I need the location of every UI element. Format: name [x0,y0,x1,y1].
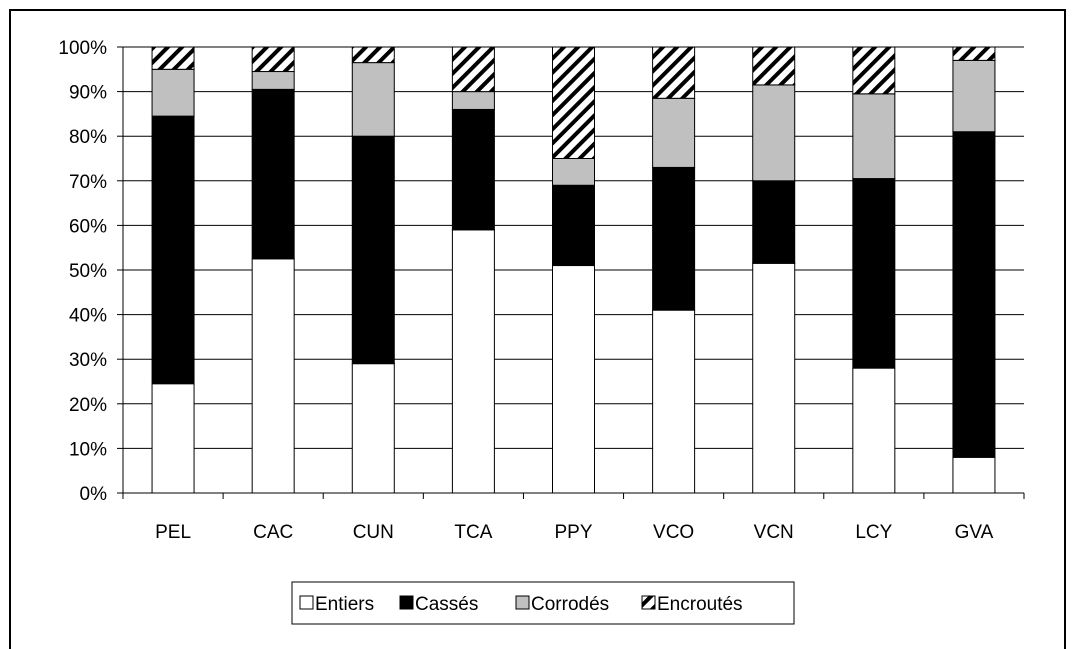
bar-lcy-entiers [852,367,896,494]
bar-pel-cassés [151,115,195,385]
bar-gva-encroutés [952,46,996,61]
legend-swatch-entiers [299,595,314,610]
bar-pel-corrodés [151,68,195,117]
y-tick-label: 40% [69,306,107,327]
y-tick-label: 90% [69,83,107,104]
bar-gva-corrodés [952,59,996,133]
legend-label: Cassés [415,594,478,615]
bar-vcn-entiers [752,262,796,494]
bar-vco-corrodés [652,97,696,168]
y-tick-label: 20% [69,395,107,416]
legend-label: Entiers [315,594,374,615]
y-tick-label: 10% [69,439,107,460]
x-tick-label: PEL [155,522,191,543]
y-tick-label: 80% [69,127,107,148]
bar-cac-encroutés [251,46,295,73]
bar-cun-encroutés [351,46,395,64]
bar-cun-corrodés [351,62,395,137]
y-tick-label: 0% [80,484,108,505]
bar-vcn-cassés [752,180,796,264]
axes: 0% 10% 20% 30% 40% 50% 60% 70% 80% 90% 100% PEL CAC C… [58,38,1025,543]
x-tick-label: VCN [754,522,794,543]
bar-pel-entiers [151,383,195,494]
bar-vco-entiers [652,309,696,494]
bar-ppy-entiers [552,265,595,494]
bar-gva-cassés [952,131,996,458]
bar-lcy-corrodés [852,93,896,180]
legend-label: Corrodés [531,594,609,615]
legend-label: Encroutés [657,594,743,615]
bar-vcn-encroutés [752,46,796,86]
chart-frame [9,9,1066,649]
bar-cac-entiers [251,258,295,494]
bar-gva-entiers [952,456,996,494]
bar-cac-cassés [251,88,295,260]
y-tick-label: 50% [69,261,107,282]
bar-cac-corrodés [251,71,295,90]
bar-ppy-corrodés [552,158,595,186]
bar-cun-entiers [351,363,395,494]
x-tick-label: LCY [855,522,892,543]
bar-ppy-cassés [552,184,595,267]
bar-cun-cassés [351,135,395,365]
y-tick-label: 70% [69,172,107,193]
bar-vco-encroutés [652,46,696,99]
x-tick-label: TCA [454,522,492,543]
bar-pel-encroutés [151,46,195,70]
x-tick-label: CAC [253,522,293,543]
legend-swatch-corrodés [515,595,530,610]
x-tick-label: PPY [554,522,592,543]
y-tick-label: 60% [69,216,107,237]
legend-swatch-encroutés [641,595,656,610]
bar-ppy-encroutés [552,46,595,159]
y-tick-label: 30% [69,350,107,371]
x-tick-label: VCO [653,522,694,543]
bar-tca-encroutés [451,46,495,93]
legend-box [291,581,795,625]
x-tick-label: CUN [353,522,394,543]
bar-tca-corrodés [451,91,495,110]
bar-tca-cassés [451,108,495,231]
legend-swatch-cassés [399,595,414,610]
y-tick-label: 100% [58,38,107,59]
bar-vcn-corrodés [752,84,796,182]
bar-lcy-encroutés [852,46,896,95]
x-tick-label: GVA [955,522,994,543]
legend: Entiers Cassés Corrodés Encroutés [291,581,795,625]
bar-tca-entiers [451,229,495,494]
bars [151,46,996,494]
bar-lcy-cassés [852,178,896,369]
bar-vco-cassés [652,166,696,311]
